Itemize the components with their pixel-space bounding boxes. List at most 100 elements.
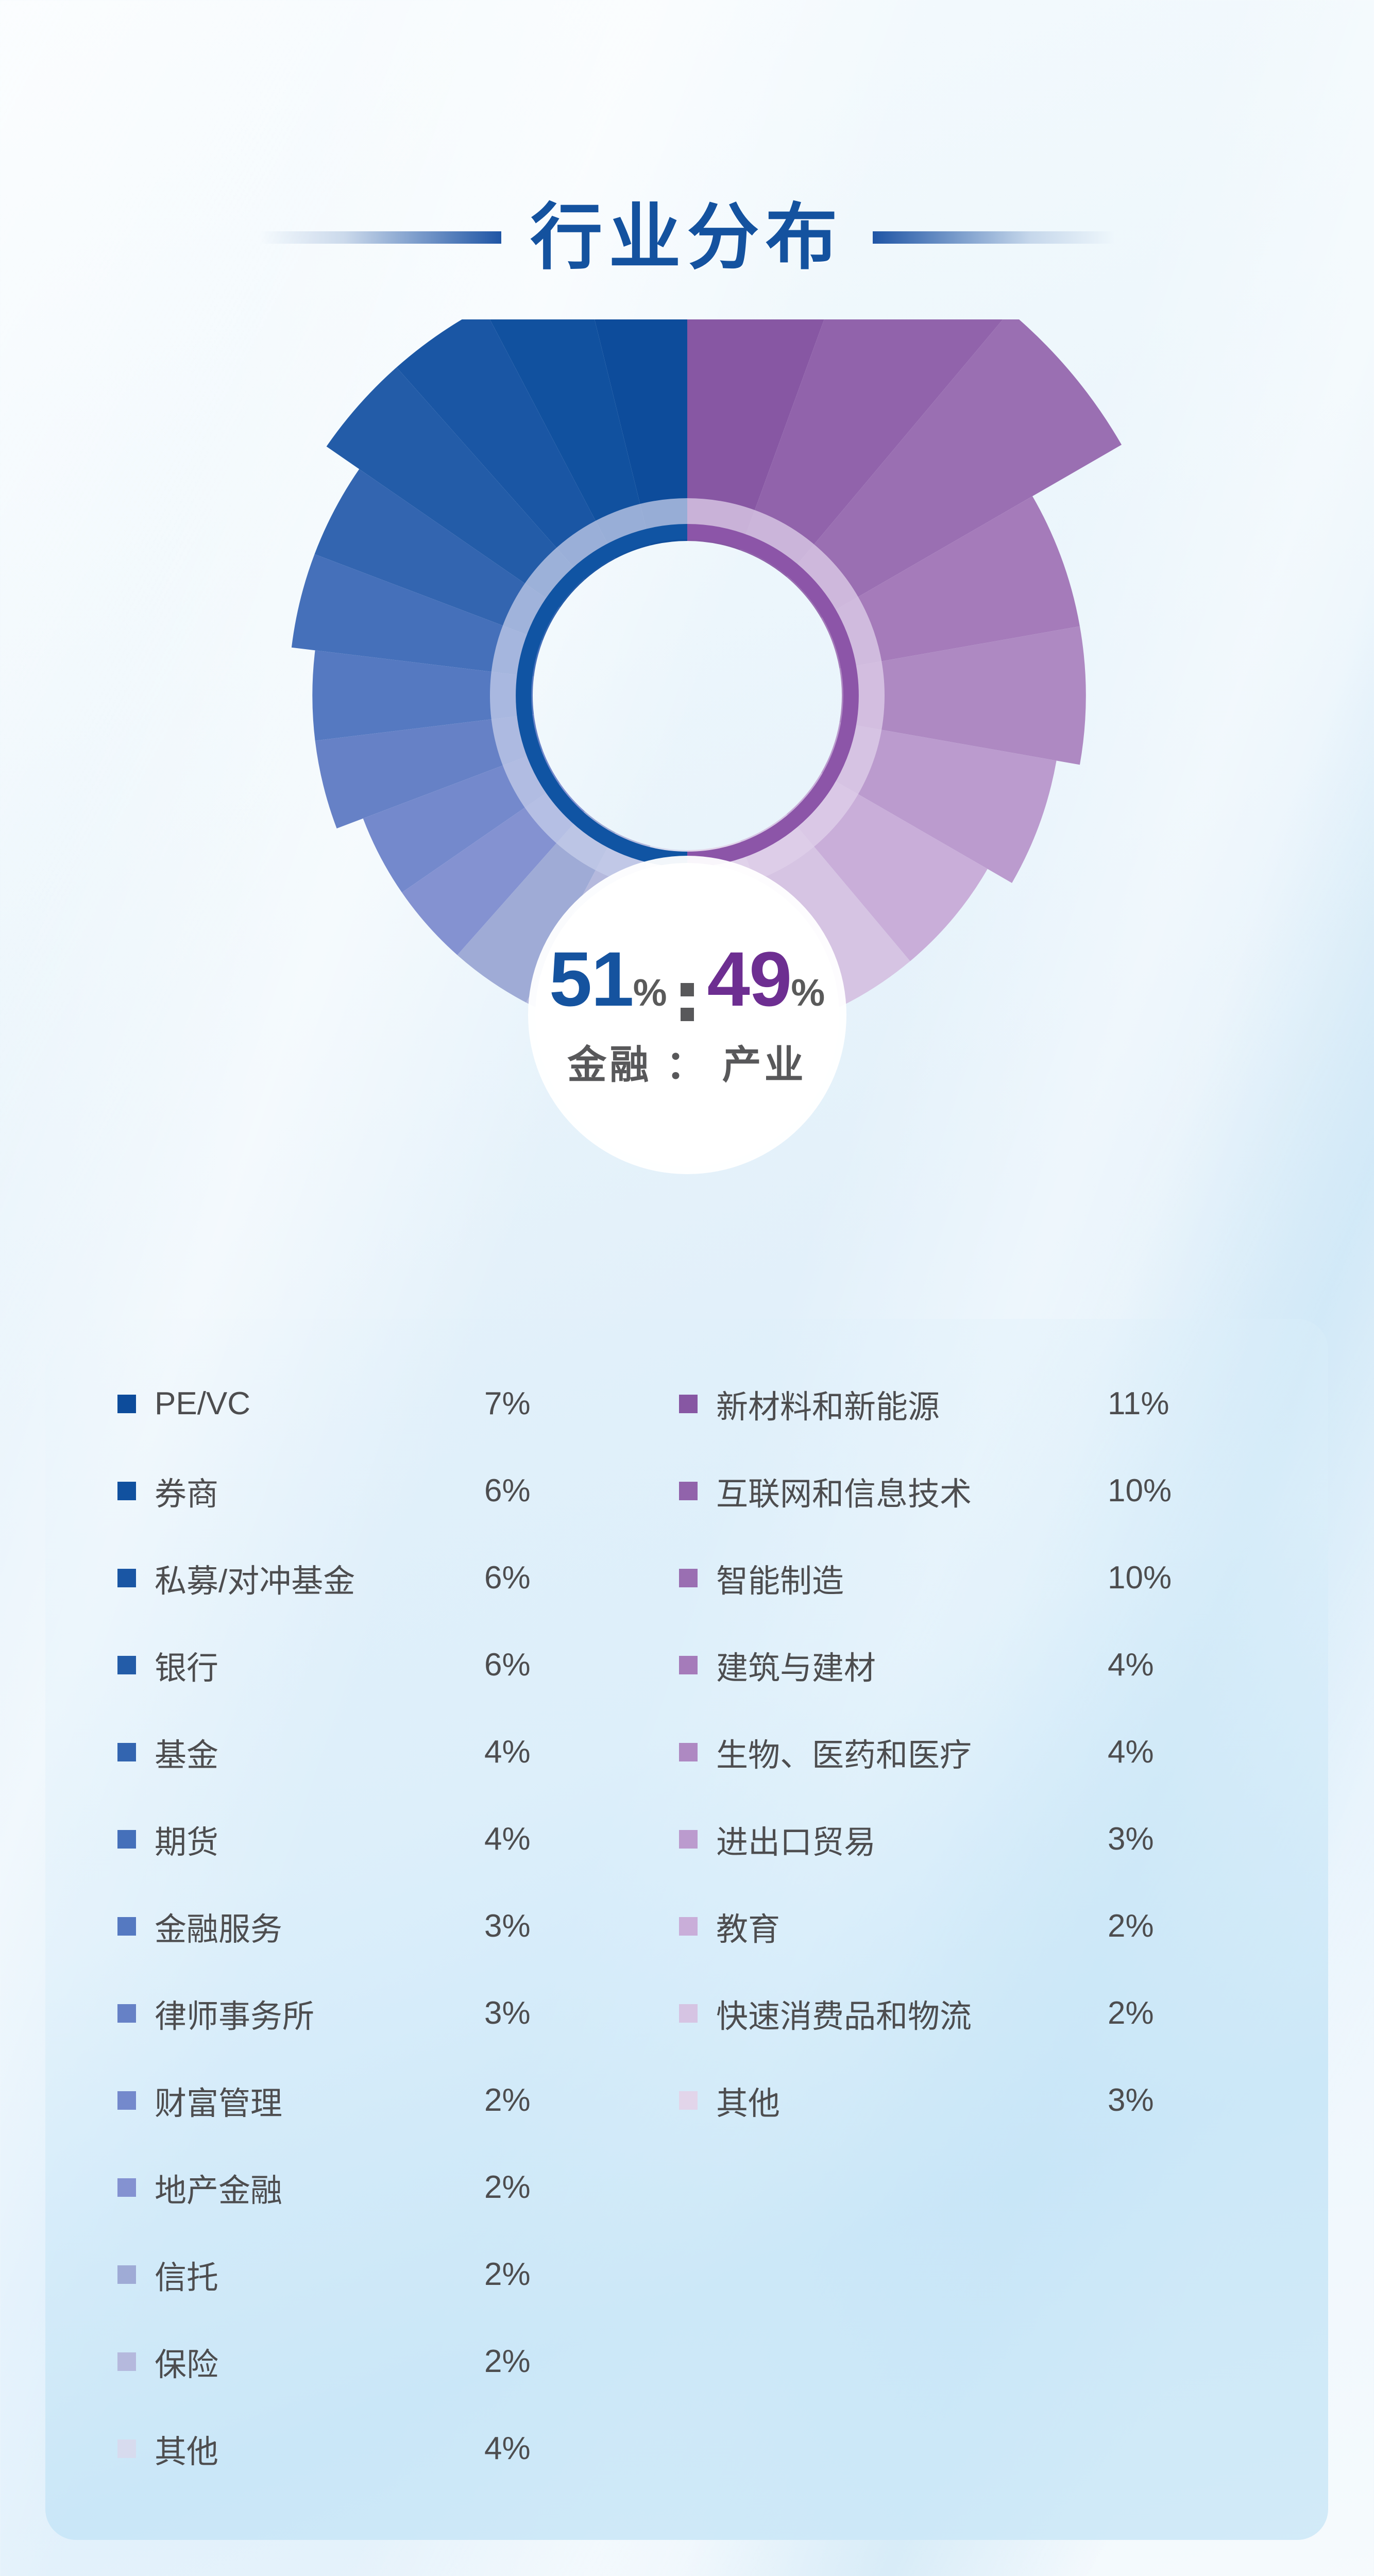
rose-slice [839,626,1086,765]
legend-item: 基金 4% [117,1708,638,1795]
page-header: 行业分布 [0,173,1374,302]
legend-swatch-icon [117,1568,136,1587]
rose-slice [821,722,1057,883]
legend-item-label: 期货 [155,1824,219,1860]
legend-item-value: 11% [1108,1386,1169,1421]
legend-item-value: 2% [1108,1908,1154,1944]
legend-item-value: 2% [484,2082,531,2118]
rose-slice [312,650,534,741]
legend-item: 其他 3% [679,2057,1251,2144]
legend-item-value: 3% [1108,1821,1154,1857]
legend-item-value: 3% [484,1908,531,1944]
ratio-colon-icon [680,983,694,1021]
legend-swatch-icon [117,2091,136,2110]
legend-item-label: 私募/对冲基金 [155,1563,355,1599]
legend-item-value: 6% [484,1647,531,1683]
legend-item: 新材料和新能源 11% [679,1360,1251,1447]
legend-item-label: PE/VC [155,1386,251,1421]
legend-item: 财富管理 2% [117,2057,638,2144]
rose-slice [821,496,1080,669]
legend-item-value: 10% [1108,1560,1172,1596]
legend-item: 保险 2% [117,2318,638,2405]
rose-slice [786,319,1122,618]
legend-item-label: 教育 [716,1911,781,1947]
legend-item-label: 快速消费品和物流 [716,1998,972,2035]
legend-swatch-icon [679,2091,698,2110]
rose-ring-arc [687,498,885,893]
legend-item: 建筑与建材 4% [679,1621,1251,1708]
legend-swatch-icon [679,1742,698,1761]
legend-item: 期货 4% [117,1795,638,1883]
center-ratio-row: 51 % 49 % [549,936,825,1022]
legend-item-label: 银行 [155,1650,219,1686]
legend-item-label: 保险 [155,2347,219,2383]
legend-swatch-icon [117,2004,136,2023]
legend-item-value: 4% [1108,1734,1154,1770]
legend-item-label: 律师事务所 [155,1998,315,2035]
legend-item: 生物、医药和医疗 4% [679,1708,1251,1795]
legend-item: PE/VC 7% [117,1360,638,1447]
legend-item-value: 4% [484,1821,531,1857]
rose-slice [687,319,824,551]
legend-item: 银行 6% [117,1621,638,1708]
legend-item-label: 财富管理 [155,2086,283,2122]
page-title: 行业分布 [530,197,844,278]
legend-item-label: 基金 [155,1737,219,1773]
legend-item-label: 地产金融 [155,2173,283,2209]
legend-item-value: 4% [484,1734,531,1770]
legend-swatch-icon [679,1917,698,1936]
legend-item: 地产金融 2% [117,2144,638,2231]
center-subtitle: 金融 ： 产业 [567,1043,807,1087]
rose-ring-arc [515,524,687,867]
industry-percent-sign: % [791,971,825,1014]
rose-slice [326,367,585,608]
rose-slice [363,750,560,893]
legend-swatch-icon [117,1481,136,1500]
rose-ring-arc [489,498,687,893]
legend-item-value: 3% [1108,2082,1154,2118]
legend-item-value: 2% [484,2257,531,2292]
legend-item-label: 进出口贸易 [716,1824,876,1860]
legend-item-value: 10% [1108,1473,1172,1509]
finance-percent-sign: % [633,971,667,1014]
legend-item-value: 2% [484,2344,531,2379]
legend-swatch-icon [117,1655,136,1674]
legend-item-label: 新材料和新能源 [716,1389,940,1425]
legend-item: 教育 2% [679,1883,1251,1970]
legend-item: 律师事务所 3% [117,1970,638,2057]
legend-swatch-icon [679,1655,698,1674]
rose-ring-arc [687,524,859,867]
rose-slice [740,319,1003,578]
finance-percent-number: 51 [549,936,634,1022]
legend-column-finance: PE/VC 7% 券商 6% 私募/对冲基金 6% 银行 6% 基金 4% 期货 4% 金融服务 3% 律师… [117,1360,638,2492]
legend-item-label: 建筑与建材 [716,1650,876,1686]
legend-item: 私募/对冲基金 6% [117,1534,638,1621]
center-ratio-disc: 51 % 49 % 金融 ： 产业 [535,863,839,1167]
legend-item-label: 互联网和信息技术 [716,1476,972,1512]
legend-swatch-icon [117,2439,136,2458]
legend-item-value: 6% [484,1560,531,1596]
title-dash-right-icon [872,231,1115,244]
rose-chart-svg [291,319,1122,1094]
legend-item-value: 4% [484,2431,531,2466]
rose-slice [401,783,585,955]
legend-item: 信托 2% [117,2231,638,2318]
rose-slice [489,319,650,559]
legend-swatch-icon [117,1829,136,1849]
rose-slice [314,469,560,641]
legend-item-value: 2% [484,2170,531,2205]
legend-swatch-icon [679,1481,698,1500]
legend-swatch-icon [117,1394,136,1413]
industry-percent-number: 49 [707,936,792,1022]
legend-item: 智能制造 10% [679,1534,1251,1621]
legend-swatch-icon [679,1829,698,1849]
legend-item-value: 4% [1108,1647,1154,1683]
title-dash-left-icon [259,231,502,244]
legend: PE/VC 7% 券商 6% 私募/对冲基金 6% 银行 6% 基金 4% 期货 4% 金融服务 3% 律师… [0,1360,1374,2492]
legend-item-value: 6% [484,1473,531,1509]
legend-swatch-icon [679,1568,698,1587]
legend-item: 券商 6% [117,1447,638,1534]
legend-item: 进出口贸易 3% [679,1795,1251,1883]
legend-swatch-icon [679,1394,698,1413]
legend-swatch-icon [117,1917,136,1936]
